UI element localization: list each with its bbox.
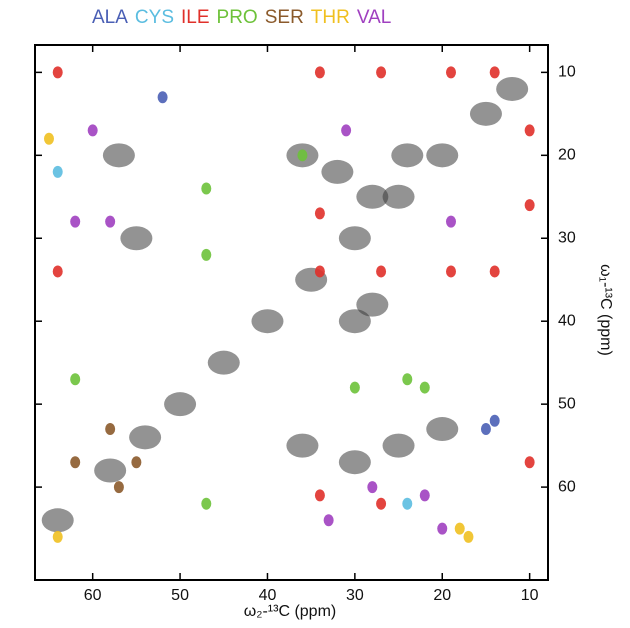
peak: [201, 248, 212, 261]
peak: [131, 456, 142, 469]
x-tick-label: 20: [433, 587, 451, 604]
peak: [314, 489, 325, 502]
legend-entry: THR: [311, 7, 350, 28]
contour-blob: [251, 309, 284, 334]
contour-blob: [129, 425, 162, 450]
peak: [43, 132, 54, 145]
peak: [437, 522, 448, 535]
contour-blob: [102, 143, 135, 168]
y-tick-label: 60: [558, 478, 576, 495]
plot-frame: [34, 44, 549, 581]
contour-blob: [321, 159, 354, 184]
peak: [454, 522, 465, 535]
peak: [157, 91, 168, 104]
peak: [314, 66, 325, 79]
y-tick-label: 50: [558, 395, 576, 412]
contour-blob: [338, 226, 371, 251]
peak: [489, 265, 500, 278]
peak: [87, 124, 98, 137]
peak: [445, 66, 456, 79]
x-tick-label: 40: [259, 587, 277, 604]
peak: [341, 124, 352, 137]
peak: [376, 265, 387, 278]
y-axis-label: ω₁-¹³C (ppm): [597, 264, 614, 356]
peak: [52, 165, 63, 178]
contour-blob: [94, 458, 127, 483]
peak: [367, 481, 378, 494]
legend-entry: ALA: [92, 7, 128, 28]
peak: [297, 149, 308, 162]
peak: [489, 66, 500, 79]
contour-blob: [338, 309, 371, 334]
contour-blob: [207, 350, 240, 375]
y-tick-label: 30: [558, 229, 576, 246]
peak: [70, 456, 81, 469]
contour-blob: [426, 143, 459, 168]
peak: [105, 423, 116, 436]
contour-blob: [41, 508, 74, 533]
y-tick-label: 20: [558, 147, 576, 164]
peak: [105, 215, 116, 228]
contour-blob: [356, 292, 389, 317]
peak: [201, 497, 212, 510]
contour-blob: [382, 433, 415, 458]
y-tick-label: 10: [558, 64, 576, 81]
peak: [524, 199, 535, 212]
legend-entry: VAL: [357, 7, 392, 28]
peak: [463, 530, 474, 543]
contour-blob: [286, 433, 319, 458]
x-tick-label: 50: [171, 587, 189, 604]
contour-blob: [426, 417, 459, 442]
peak: [314, 207, 325, 220]
contour-blob: [391, 143, 424, 168]
peak: [376, 66, 387, 79]
peak: [52, 265, 63, 278]
y-tick-label: 40: [558, 312, 576, 329]
contour-blob: [496, 76, 529, 101]
peak: [70, 215, 81, 228]
peak: [480, 423, 491, 436]
x-tick-label: 10: [521, 587, 539, 604]
peak: [376, 497, 387, 510]
contour-blob: [382, 184, 415, 209]
peak: [349, 381, 360, 394]
peak: [70, 373, 81, 386]
legend: ALA CYS ILE PRO SER THR VAL: [92, 7, 391, 28]
contour-blob: [164, 392, 197, 417]
contour-blob: [338, 450, 371, 475]
peak: [524, 456, 535, 469]
peak: [113, 481, 124, 494]
peak: [524, 124, 535, 137]
peak: [402, 373, 413, 386]
peak: [323, 514, 334, 527]
x-tick-label: 30: [346, 587, 364, 604]
legend-entry: ILE: [181, 7, 210, 28]
contour-blob: [356, 184, 389, 209]
peak: [52, 66, 63, 79]
peak: [52, 530, 63, 543]
x-tick-label: 60: [84, 587, 102, 604]
peak: [419, 381, 430, 394]
x-axis-label: ω₂-¹³C (ppm): [244, 603, 336, 620]
peak: [445, 265, 456, 278]
peak: [489, 414, 500, 427]
peak: [314, 265, 325, 278]
legend-entry: PRO: [217, 7, 258, 28]
legend-entry: CYS: [135, 7, 174, 28]
peak: [402, 497, 413, 510]
contour-blob: [469, 101, 502, 126]
peak: [201, 182, 212, 195]
peak: [445, 215, 456, 228]
contour-blob: [120, 226, 153, 251]
peak: [419, 489, 430, 502]
legend-entry: SER: [265, 7, 304, 28]
